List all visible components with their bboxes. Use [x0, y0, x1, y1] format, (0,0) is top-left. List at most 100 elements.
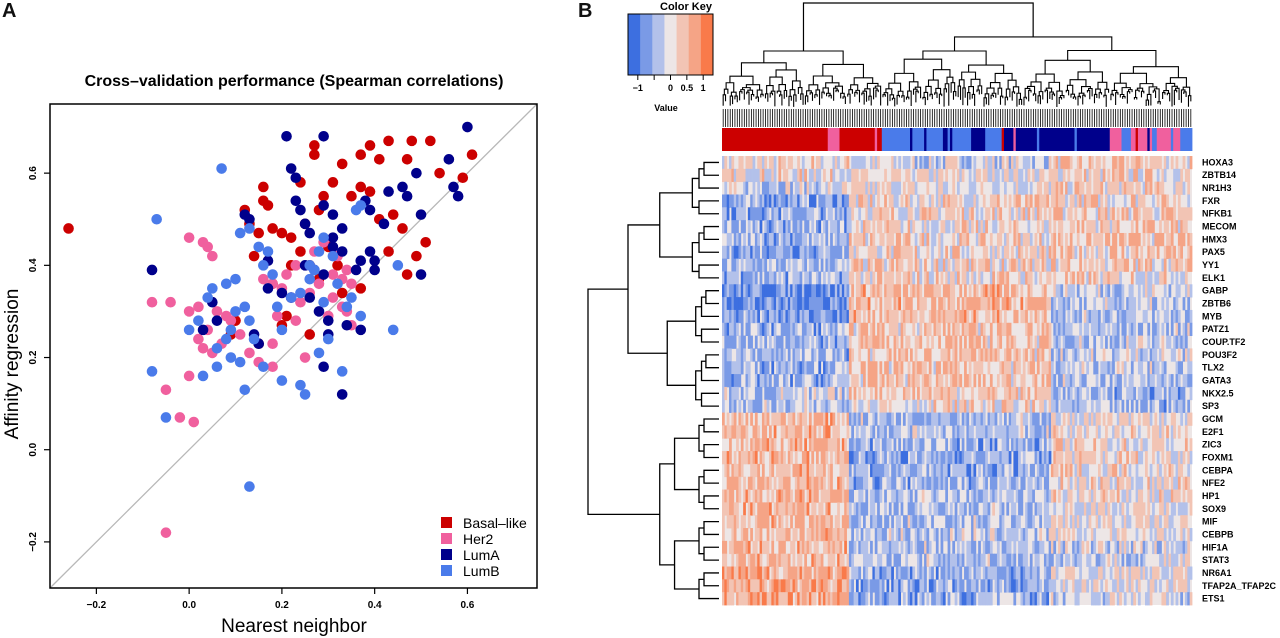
heatmap-cell	[1043, 386, 1047, 401]
heatmap-cell	[818, 335, 822, 349]
heatmap-cell	[1109, 463, 1113, 478]
dendrogram-branch	[746, 91, 750, 105]
heatmap-cell	[921, 297, 925, 311]
heatmap-cell	[764, 361, 768, 375]
heatmap-cell	[1046, 515, 1050, 529]
heatmap-cell	[996, 168, 1000, 183]
heatmap-cell	[1015, 194, 1019, 208]
heatmap-cell	[1074, 245, 1078, 260]
heatmap-cell	[987, 438, 991, 452]
heatmap-cell	[825, 232, 829, 247]
heatmap-cell	[1128, 181, 1132, 195]
heatmap-cell	[947, 386, 951, 401]
heatmap-cell	[1036, 297, 1040, 311]
heatmap-cell	[1011, 156, 1014, 170]
heatmap-cell	[973, 156, 977, 170]
heatmap-cell	[860, 476, 864, 490]
heatmap-cell	[771, 386, 775, 401]
heatmap-cell	[1182, 374, 1186, 388]
heatmap-cell	[973, 194, 977, 208]
heatmap-cell	[893, 297, 897, 311]
heatmap-cell	[1156, 489, 1160, 503]
heatmap-cell	[745, 258, 749, 272]
heatmap-cell	[971, 271, 974, 285]
heatmap-cell	[971, 181, 974, 195]
heatmap-cell	[1159, 181, 1162, 195]
heatmap-cell	[1102, 489, 1106, 503]
data-point-lumb	[387, 324, 399, 336]
heatmap-cell	[954, 489, 958, 503]
heatmap-cell	[879, 309, 883, 324]
heatmap-cell	[1055, 258, 1059, 272]
heatmap-cell	[764, 220, 768, 234]
heatmap-cell	[1032, 412, 1035, 426]
heatmap-cell	[865, 194, 869, 208]
heatmap-cell	[921, 194, 925, 208]
heatmap-cell	[790, 412, 793, 426]
color-key-band	[640, 14, 653, 75]
heatmap-cell	[761, 297, 765, 311]
heatmap-cell	[1098, 181, 1101, 195]
heatmap-cell	[888, 284, 892, 298]
heatmap-cell	[982, 194, 986, 208]
heatmap-cell	[1053, 232, 1057, 247]
heatmap-cell	[1154, 515, 1158, 529]
heatmap-cell	[747, 156, 751, 170]
heatmap-cell	[1013, 438, 1017, 452]
heatmap-cell	[996, 451, 1000, 465]
heatmap-cell	[1029, 399, 1033, 413]
heatmap-cell	[1119, 284, 1122, 298]
heatmap-cell	[987, 335, 991, 349]
heatmap-cell	[832, 181, 836, 195]
heatmap-cell	[863, 258, 866, 272]
heatmap-cell	[1116, 309, 1120, 324]
dendrogram-branch	[953, 36, 1113, 52]
dendrogram-branch	[791, 80, 801, 90]
heatmap-cell	[848, 309, 852, 324]
heatmap-cell	[900, 489, 904, 503]
heatmap-cell	[865, 220, 869, 234]
heatmap-cell	[921, 168, 925, 183]
heatmap-cell	[954, 451, 958, 465]
heatmap-cell	[776, 412, 779, 426]
heatmap-cell	[973, 309, 977, 324]
dendrogram-branch	[943, 88, 947, 107]
heatmap-cell	[879, 361, 883, 375]
heatmap-cell	[888, 220, 892, 234]
heatmap-cell	[747, 502, 751, 516]
dendrogram-branch	[1122, 95, 1126, 99]
heatmap-cell	[931, 489, 934, 503]
heatmap-cell	[1145, 451, 1148, 465]
data-point-lumb	[220, 278, 232, 290]
heatmap-cell	[1149, 386, 1153, 401]
heatmap-cell	[818, 502, 822, 516]
heatmap-cell	[858, 463, 862, 478]
data-point-her2	[174, 412, 186, 423]
data-point-lumb	[151, 213, 162, 225]
heatmap-cell	[931, 309, 934, 324]
heatmap-cell	[745, 438, 749, 452]
heatmap-cell	[846, 399, 850, 413]
heatmap-cell	[867, 451, 871, 465]
heatmap-cell	[1025, 181, 1028, 195]
heatmap-cell	[1126, 181, 1129, 195]
heatmap-cell	[957, 181, 960, 195]
heatmap-cell	[731, 207, 735, 221]
x-tick-label: 0.4	[368, 600, 382, 611]
heatmap-cell	[1147, 425, 1151, 439]
heatmap-cell	[761, 194, 765, 208]
heatmap-cell	[759, 207, 763, 221]
heatmap-cell	[733, 502, 737, 516]
heatmap-cell	[790, 181, 793, 195]
dendrogram-branch	[990, 94, 994, 100]
heatmap-cell	[785, 399, 789, 413]
heatmap-cell	[1004, 232, 1007, 247]
heatmap-cell	[870, 489, 873, 503]
heatmap-cell	[907, 232, 911, 247]
heatmap-cell	[1095, 245, 1099, 260]
heatmap-cell	[1036, 220, 1040, 234]
heatmap-cell	[891, 168, 894, 183]
heatmap-cell	[945, 335, 948, 349]
heatmap-cell	[1189, 361, 1193, 375]
data-point-lumb	[146, 366, 158, 377]
